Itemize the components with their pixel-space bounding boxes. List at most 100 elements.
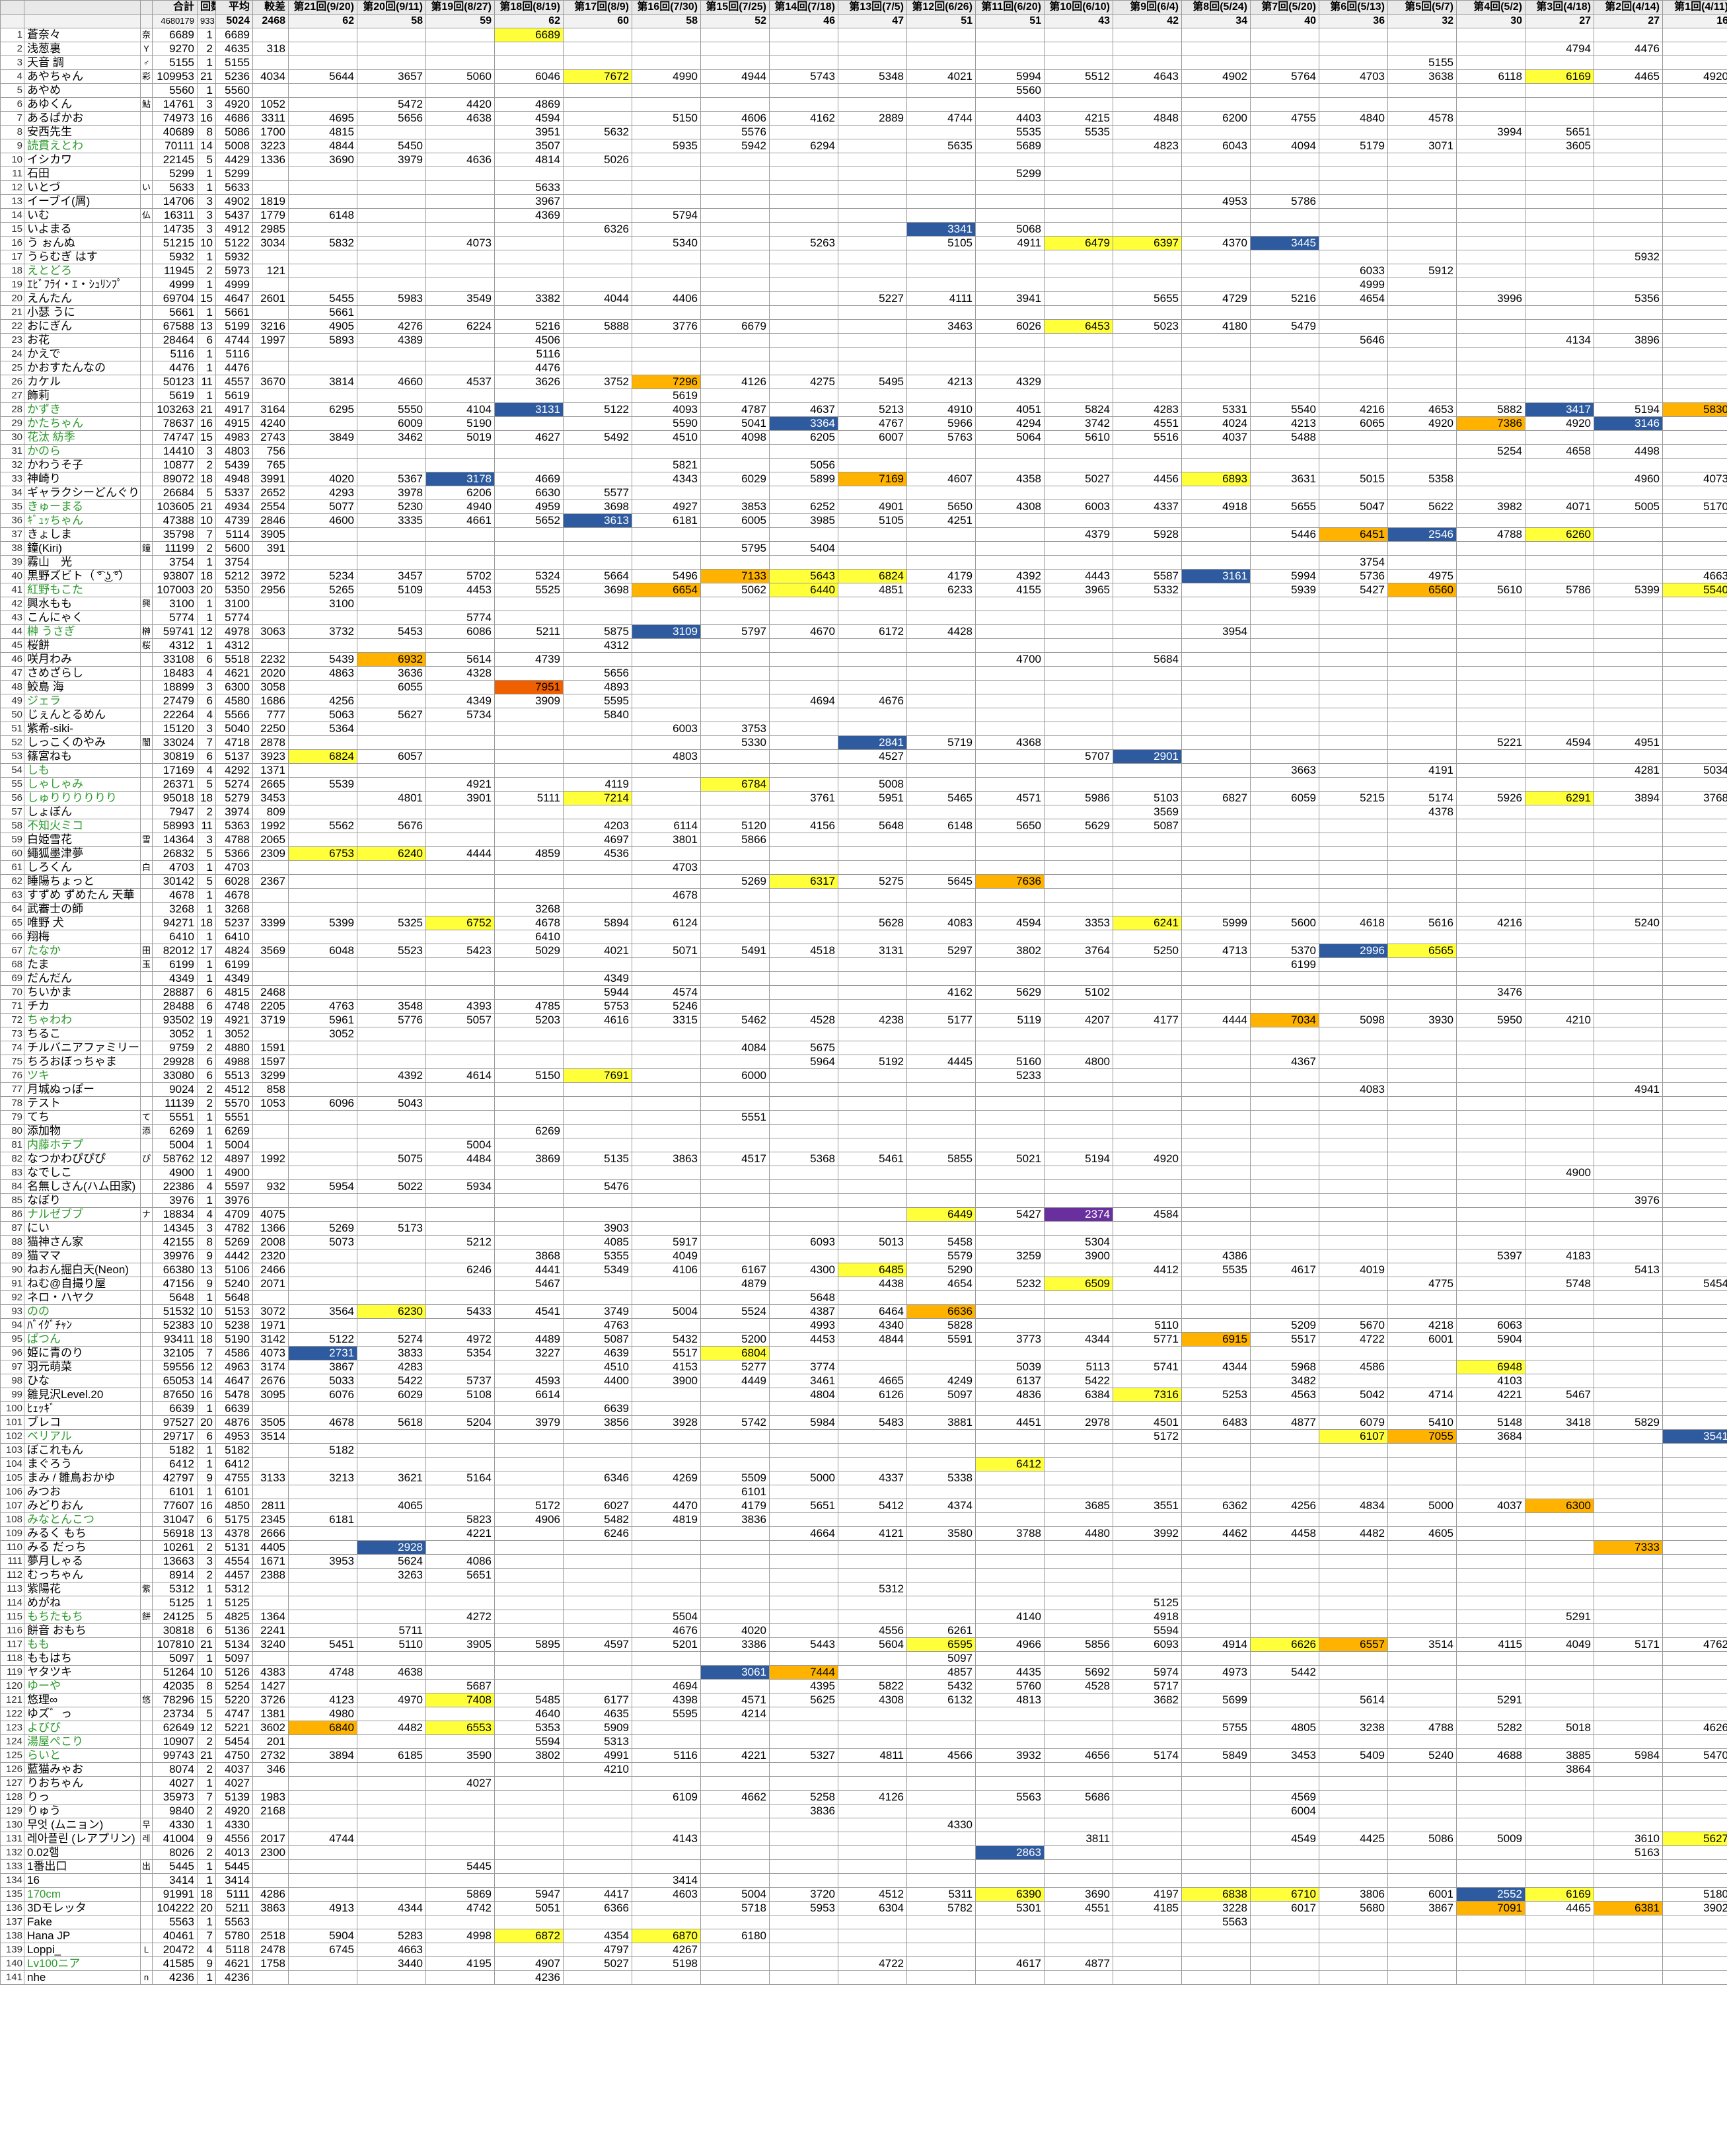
score-cell[interactable]	[1525, 860, 1594, 875]
score-cell[interactable]	[906, 971, 976, 986]
score-cell[interactable]: 4267	[632, 1943, 701, 1957]
total-cell[interactable]: 3414	[152, 1873, 198, 1888]
score-cell[interactable]: 5983	[357, 291, 426, 306]
score-cell[interactable]	[1387, 1915, 1457, 1929]
score-cell[interactable]	[1113, 597, 1182, 611]
count-cell[interactable]: 9	[197, 1277, 216, 1291]
score-cell[interactable]: 6639	[563, 1401, 632, 1416]
score-cell[interactable]: 4742	[425, 1901, 495, 1915]
avg-cell[interactable]: 5299	[215, 167, 253, 181]
score-cell[interactable]	[1456, 1582, 1525, 1596]
score-cell[interactable]	[1044, 167, 1113, 181]
score-cell[interactable]: 5109	[357, 583, 426, 597]
score-cell[interactable]: 5551	[700, 1110, 770, 1125]
score-cell[interactable]: 5651	[425, 1568, 495, 1582]
score-cell[interactable]: 6304	[838, 1901, 907, 1915]
score-cell[interactable]: 5849	[1181, 1748, 1251, 1763]
diff-cell[interactable]: 3072	[252, 1304, 289, 1319]
score-cell[interactable]	[1594, 222, 1663, 237]
score-cell[interactable]	[906, 1346, 976, 1360]
score-cell[interactable]	[1525, 1235, 1594, 1249]
score-cell[interactable]	[1456, 1304, 1525, 1319]
score-cell[interactable]	[1594, 1332, 1663, 1347]
score-cell[interactable]: 3836	[700, 1512, 770, 1527]
score-cell[interactable]	[1662, 527, 1727, 542]
score-cell[interactable]: 5692	[1044, 1665, 1113, 1680]
score-cell[interactable]	[1319, 1027, 1388, 1041]
count-cell[interactable]: 1	[197, 1193, 216, 1208]
avg-cell[interactable]: 5597	[215, 1179, 253, 1194]
score-cell[interactable]	[1662, 1651, 1727, 1666]
score-cell[interactable]	[1181, 777, 1251, 792]
score-cell[interactable]	[1044, 860, 1113, 875]
score-cell[interactable]: 4744	[288, 1832, 357, 1846]
count-cell[interactable]: 10	[197, 1318, 216, 1333]
score-cell[interactable]	[1181, 1485, 1251, 1499]
score-cell[interactable]	[906, 153, 976, 167]
player-icon-cell[interactable]	[140, 1665, 153, 1680]
score-cell[interactable]	[288, 1207, 357, 1222]
score-cell[interactable]	[700, 361, 770, 375]
score-cell[interactable]	[288, 458, 357, 472]
score-cell[interactable]: 3863	[632, 1152, 701, 1166]
score-cell[interactable]: 6260	[1525, 527, 1594, 542]
score-cell[interactable]: 7408	[425, 1693, 495, 1707]
score-cell[interactable]: 4805	[1250, 1721, 1319, 1735]
player-icon-cell[interactable]	[140, 1596, 153, 1610]
score-cell[interactable]	[1319, 375, 1388, 389]
score-cell[interactable]: 3896	[1594, 333, 1663, 348]
score-cell[interactable]	[1594, 1554, 1663, 1569]
player-icon-cell[interactable]	[140, 985, 153, 1000]
round-participant-count[interactable]: 62	[288, 14, 357, 28]
player-icon-cell[interactable]	[140, 486, 153, 500]
score-cell[interactable]: 6679	[700, 319, 770, 334]
score-cell[interactable]: 6185	[357, 1748, 426, 1763]
count-cell[interactable]: 6	[197, 333, 216, 348]
score-cell[interactable]	[906, 1027, 976, 1041]
avg-cell[interactable]: 4755	[215, 1471, 253, 1485]
diff-cell[interactable]: 2205	[252, 999, 289, 1014]
score-cell[interactable]: 6033	[1319, 264, 1388, 278]
score-cell[interactable]: 4836	[975, 1388, 1045, 1402]
score-cell[interactable]	[975, 846, 1045, 861]
score-cell[interactable]	[1456, 944, 1525, 958]
score-cell[interactable]	[769, 985, 838, 1000]
player-name-cell[interactable]: ジェラ	[24, 694, 141, 708]
score-cell[interactable]: 4627	[494, 430, 564, 445]
player-icon-cell[interactable]: 무	[140, 1818, 153, 1832]
score-cell[interactable]: 5116	[494, 347, 564, 361]
summary-total[interactable]: 4680179	[152, 14, 198, 28]
score-cell[interactable]	[700, 1832, 770, 1846]
score-cell[interactable]	[1181, 458, 1251, 472]
score-cell[interactable]: 4400	[563, 1374, 632, 1388]
player-name-cell[interactable]: 黒野ズビト（ ͡° ͜ʖ ͡°）	[24, 569, 141, 583]
score-cell[interactable]	[975, 56, 1045, 70]
score-cell[interactable]: 5512	[1044, 69, 1113, 84]
score-cell[interactable]	[700, 638, 770, 653]
player-icon-cell[interactable]	[140, 1734, 153, 1749]
player-name-cell[interactable]: 170cm	[24, 1887, 141, 1902]
score-cell[interactable]: 4851	[838, 583, 907, 597]
score-cell[interactable]: 4395	[769, 1679, 838, 1693]
score-cell[interactable]: 5026	[563, 153, 632, 167]
score-cell[interactable]	[1662, 1554, 1727, 1569]
diff-cell[interactable]: 1371	[252, 763, 289, 778]
score-cell[interactable]	[838, 305, 907, 320]
player-name-cell[interactable]: あやめ	[24, 83, 141, 98]
score-cell[interactable]: 4330	[906, 1818, 976, 1832]
total-cell[interactable]: 5551	[152, 1110, 198, 1125]
player-name-cell[interactable]: しゃしゃみ	[24, 777, 141, 792]
score-cell[interactable]: 5427	[1319, 583, 1388, 597]
avg-cell[interactable]: 4983	[215, 430, 253, 445]
score-cell[interactable]	[1113, 83, 1182, 98]
score-cell[interactable]	[1181, 333, 1251, 348]
total-cell[interactable]: 10261	[152, 1540, 198, 1555]
score-cell[interactable]	[1113, 1554, 1182, 1569]
score-cell[interactable]: 4617	[975, 1956, 1045, 1971]
score-cell[interactable]: 4275	[769, 375, 838, 389]
score-cell[interactable]	[1525, 1915, 1594, 1929]
score-cell[interactable]	[906, 999, 976, 1014]
count-cell[interactable]: 1	[197, 638, 216, 653]
score-cell[interactable]	[425, 833, 495, 847]
score-cell[interactable]	[1525, 1443, 1594, 1458]
